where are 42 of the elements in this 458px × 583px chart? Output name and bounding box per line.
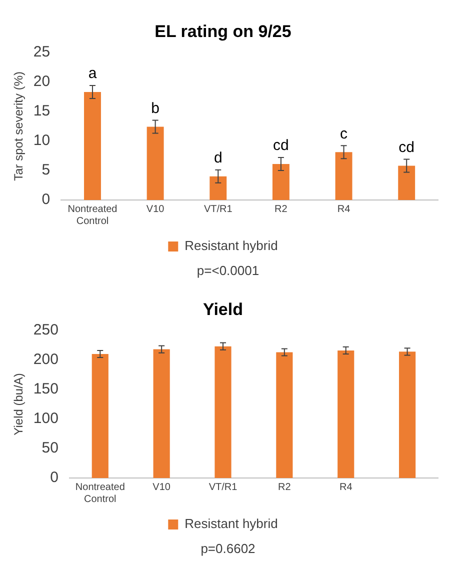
text: p=<0.0001 <box>196 263 260 278</box>
data-label: d <box>214 150 222 167</box>
bar <box>335 152 352 200</box>
x-tick-label: R2 <box>278 482 292 493</box>
legend-label: Resistant hybrid <box>184 238 278 254</box>
bar <box>84 92 101 200</box>
y-tick-label: 25 <box>33 44 50 61</box>
bar <box>272 164 290 200</box>
data-label: a <box>88 65 98 82</box>
x-tick-label: V10 <box>152 482 171 493</box>
y-tick-label: 150 <box>33 380 58 398</box>
data-label: cd <box>273 137 289 154</box>
x-tick-label: R4 <box>339 482 353 493</box>
data-label: c <box>340 125 348 142</box>
x-tick-label: R2 <box>274 204 288 215</box>
x-tick-label: VT/R1 <box>208 482 238 493</box>
y-tick-label: 50 <box>42 440 58 457</box>
y-tick-label: 5 <box>42 162 50 179</box>
x-tick-label: R4 <box>337 204 351 215</box>
y-tick-label: 200 <box>33 351 58 368</box>
y-tick-label: 0 <box>50 469 58 486</box>
y-tick-label: 0 <box>42 191 50 208</box>
bar <box>146 126 164 200</box>
x-tick-label: Nontreated Control <box>68 204 118 227</box>
text: p=0.6602 <box>200 541 256 556</box>
chart-title: EL rating on 9/25 <box>154 22 292 41</box>
y-tick-label: 10 <box>33 132 50 150</box>
chart-title: Yield <box>203 300 243 319</box>
y-axis-title: Yield (bu/A) <box>12 373 26 436</box>
legend-label: Resistant hybrid <box>184 516 278 532</box>
y-tick-label: 100 <box>33 410 58 428</box>
data-label: b <box>151 100 160 117</box>
x-tick-label: V10 <box>146 204 165 215</box>
y-axis-title: Tar spot severity (%) <box>12 72 26 181</box>
y-tick-label: 20 <box>33 73 50 90</box>
data-label: cd <box>398 138 415 156</box>
bar <box>398 166 416 200</box>
y-tick-label: 250 <box>33 322 58 339</box>
x-tick-label: VT/R1 <box>204 204 233 215</box>
x-tick-label: Nontreated Control <box>75 482 125 505</box>
bar <box>210 176 227 200</box>
y-tick-label: 15 <box>33 102 50 120</box>
